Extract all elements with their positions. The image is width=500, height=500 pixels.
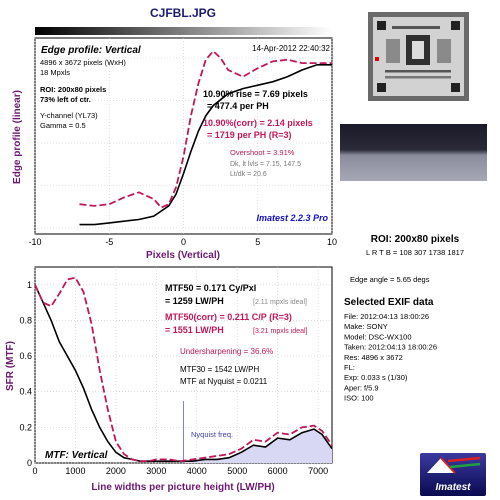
mtf-x-tick-label: 0 bbox=[32, 466, 37, 476]
mtf-title: MTF: Vertical bbox=[45, 450, 108, 461]
mtf-x-tick-label: 5000 bbox=[227, 466, 247, 476]
thumbnail-bar bbox=[437, 39, 451, 63]
thumbnail-center-hole bbox=[412, 41, 424, 59]
edge-datetime: 14-Apr-2012 22:40:32 bbox=[252, 44, 330, 53]
mtf50-corr-ideal: [3.21 mpxls ideal] bbox=[253, 328, 308, 335]
roi-marker bbox=[375, 57, 379, 61]
edge-roi-2: 73% left of ctr. bbox=[40, 95, 91, 104]
thumbnail-mark bbox=[451, 83, 460, 92]
mtf-x-tick-label: 3000 bbox=[146, 466, 166, 476]
edge-y-axis-label: Edge profile (linear) bbox=[12, 90, 23, 184]
mtf-chart: 0 1000 2000 3000 4000 5000 6000 7000 0 0.2 0.4 0.6… bbox=[5, 266, 333, 493]
mtf-x-tick-label: 6000 bbox=[268, 466, 288, 476]
imatest-version: Imatest 2.2.3 Pro bbox=[256, 213, 328, 223]
mtf50-line-1: MTF50 = 0.171 Cy/Pxl bbox=[165, 283, 256, 293]
thumbnail-bar bbox=[392, 26, 440, 29]
corr-line-1: 10.90%(corr) = 2.14 pixels bbox=[203, 118, 313, 128]
edge-channel-1: Y-channel (YL73) bbox=[40, 111, 98, 120]
exif-title: Selected EXIF data bbox=[344, 297, 434, 308]
mtf-nyquist-text: MTF at Nyquist = 0.0211 bbox=[180, 377, 268, 386]
edge-curves bbox=[79, 49, 332, 226]
mtf-x-axis-label: Line widths per picture height (LW/PH) bbox=[91, 482, 274, 493]
edge-channel-2: Gamma = 0.5 bbox=[40, 121, 86, 130]
mtf-x-ticks: 0 1000 2000 3000 4000 5000 6000 7000 bbox=[32, 466, 328, 476]
exif-line: Make: SONY bbox=[344, 322, 388, 331]
logo-triangle bbox=[427, 458, 455, 473]
exif-line: Aper: f/5.9 bbox=[344, 383, 379, 392]
mtf-x-tick-label: 4000 bbox=[187, 466, 207, 476]
nyquist-label: Nyquist freq. bbox=[191, 430, 233, 439]
thumbnail-mark bbox=[377, 21, 386, 30]
undersharpening-text: Undersharpening = 36.6% bbox=[180, 347, 273, 356]
edge-info-2: 18 Mpxls bbox=[40, 68, 70, 77]
thumbnail-bar bbox=[385, 76, 451, 79]
mtf-x-tick-label: 7000 bbox=[308, 466, 328, 476]
rise-line-2: = 477.4 per PH bbox=[207, 101, 269, 111]
exif-line: Taken: 2012:04:13 18:00:26 bbox=[344, 343, 437, 352]
logo-red-stripe bbox=[447, 456, 481, 463]
mtf-y-ticks: 0 0.2 0.4 0.6 0.8 1 bbox=[19, 280, 32, 468]
edge-x-tick-label: 0 bbox=[181, 237, 186, 247]
mtf-curves bbox=[34, 276, 333, 463]
edge-corrected-curve bbox=[79, 49, 332, 209]
exif-line: File: 2012:04:13 18:00:26 bbox=[344, 312, 429, 321]
right-panel: ROI: 200x80 pixels L R T B = 108 307 173… bbox=[340, 5, 487, 496]
thumbnail-bar bbox=[386, 39, 400, 63]
mtf-y-tick-label: 0 bbox=[27, 458, 32, 468]
thumbnail-mark bbox=[377, 83, 386, 92]
roi-lrtb: L R T B = 108 307 1738 1817 bbox=[366, 248, 464, 257]
edge-plot-frame bbox=[34, 37, 333, 235]
edge-crop-thumbnail bbox=[340, 124, 487, 181]
mtf-curve bbox=[34, 284, 333, 462]
mtf-y-tick-label: 0.4 bbox=[19, 387, 32, 397]
edge-x-tick-label: -10 bbox=[28, 237, 41, 247]
thumbnail-mark bbox=[451, 21, 460, 30]
mtf50-corr-line-2: = 1551 LW/PH bbox=[165, 325, 224, 335]
edge-title: Edge profile: Vertical bbox=[41, 45, 141, 56]
edge-x-tick-label: 10 bbox=[327, 237, 337, 247]
exif-line: ISO: 100 bbox=[344, 394, 374, 403]
edge-info-1: 4896 x 3672 pixels (WxH) bbox=[40, 58, 126, 67]
exif-line: FL: bbox=[344, 363, 355, 372]
mtf30-text: MTF30 = 1542 LW/PH bbox=[180, 365, 259, 374]
levels-text: Dk, lt lvls = 7.15, 147.5 bbox=[230, 161, 301, 168]
test-chart-thumbnail bbox=[353, 5, 483, 108]
logo-green-stripe bbox=[449, 462, 481, 469]
file-title: CJFBL.JPG bbox=[150, 6, 216, 20]
mtf-x-tick-label: 1000 bbox=[65, 466, 85, 476]
mtf-corrected-curve bbox=[34, 276, 333, 463]
exif-line: Model: DSC-WX100 bbox=[344, 332, 412, 341]
mtf-y-axis-label: SFR (MTF) bbox=[5, 341, 16, 391]
logo-red-stripe bbox=[440, 457, 456, 474]
logo-text: Imatest bbox=[435, 482, 471, 493]
ltdk-text: Lt/dk = 20.6 bbox=[230, 171, 267, 178]
edge-x-ticks: -10 -5 0 5 10 bbox=[28, 237, 337, 247]
edge-profile-chart: -10 -5 0 5 10 Edge profile: Vertical 14-Apr-… bbox=[12, 37, 337, 261]
edge-x-axis-label: Pixels (Vertical) bbox=[146, 250, 220, 261]
mtf-y-tick-label: 0.6 bbox=[19, 351, 32, 361]
imatest-logo: Imatest bbox=[420, 453, 486, 496]
edge-x-tick-label: 5 bbox=[255, 237, 260, 247]
edge-x-tick-label: -5 bbox=[105, 237, 113, 247]
edge-roi-1: ROI: 200x80 pixels bbox=[40, 85, 106, 94]
thumbnail-bar bbox=[385, 70, 451, 73]
mtf-x-tick-label: 2000 bbox=[106, 466, 126, 476]
corr-line-2: = 1719 per PH (R=3) bbox=[207, 130, 292, 140]
rise-line-1: 10.90% rise = 7.69 pixels bbox=[203, 89, 308, 99]
mtf50-line-2: = 1259 LW/PH bbox=[165, 296, 224, 306]
mtf50-corr-line-1: MTF50(corr) = 0.211 C/P (R=3) bbox=[165, 312, 292, 322]
roi-title: ROI: 200x80 pixels bbox=[371, 234, 460, 245]
mtf-y-tick-label: 0.2 bbox=[19, 422, 32, 432]
overshoot-text: Overshoot = 3.91% bbox=[230, 148, 295, 157]
gray-scale-bar bbox=[35, 27, 332, 35]
mtf-y-tick-label: 0.8 bbox=[19, 315, 32, 325]
exif-line: Exp: 0.033 s (1/30) bbox=[344, 373, 408, 382]
exif-line: Res: 4896 x 3672 bbox=[344, 353, 403, 362]
mtf50-ideal: [2.11 mpxls ideal] bbox=[253, 299, 307, 306]
mtf-y-tick-label: 1 bbox=[27, 280, 32, 290]
edge-profile-curve bbox=[79, 64, 332, 226]
edge-angle: Edge angle = 5.65 degs bbox=[350, 275, 430, 284]
